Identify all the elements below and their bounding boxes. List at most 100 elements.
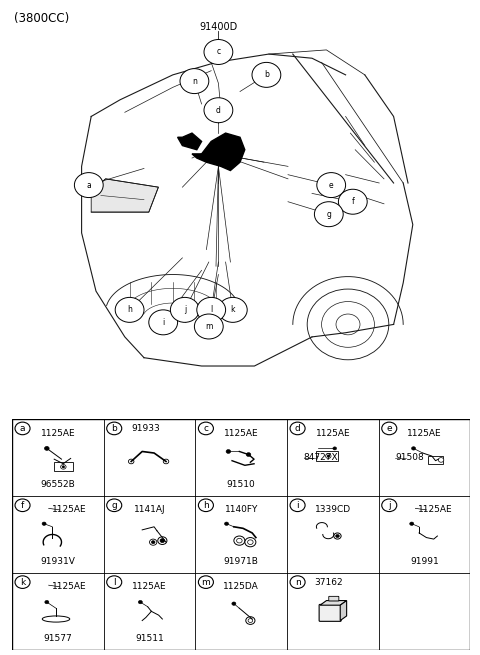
- Text: 1125AE: 1125AE: [51, 582, 86, 591]
- Circle shape: [15, 422, 30, 435]
- Text: 96552B: 96552B: [40, 480, 75, 489]
- Circle shape: [158, 537, 167, 544]
- Text: n: n: [295, 578, 300, 587]
- Circle shape: [151, 540, 155, 544]
- Circle shape: [234, 536, 245, 545]
- Circle shape: [248, 618, 252, 622]
- Text: h: h: [127, 305, 132, 314]
- Circle shape: [149, 310, 178, 335]
- Circle shape: [15, 576, 30, 588]
- Text: 91511: 91511: [135, 634, 164, 643]
- Circle shape: [129, 459, 134, 464]
- Text: i: i: [162, 318, 164, 327]
- Text: j: j: [184, 305, 186, 314]
- Circle shape: [160, 538, 165, 542]
- Circle shape: [204, 98, 233, 122]
- Text: k: k: [230, 305, 235, 314]
- Circle shape: [410, 522, 414, 525]
- Circle shape: [107, 499, 122, 512]
- Text: 91510: 91510: [227, 480, 255, 489]
- Text: m: m: [205, 322, 213, 331]
- Text: 84727X: 84727X: [303, 453, 338, 462]
- Text: c: c: [216, 48, 220, 56]
- Circle shape: [248, 540, 253, 544]
- Text: n: n: [192, 77, 197, 86]
- Text: l: l: [210, 305, 212, 314]
- Text: 1125AE: 1125AE: [132, 582, 167, 591]
- Circle shape: [232, 602, 236, 605]
- Text: d: d: [295, 424, 300, 433]
- Text: f: f: [21, 501, 24, 510]
- Text: f: f: [351, 197, 354, 206]
- Circle shape: [107, 576, 122, 588]
- Circle shape: [290, 499, 305, 512]
- Text: 1125AE: 1125AE: [315, 428, 350, 438]
- Circle shape: [338, 189, 367, 214]
- Circle shape: [45, 447, 49, 451]
- Circle shape: [334, 533, 341, 539]
- Circle shape: [237, 538, 242, 543]
- Circle shape: [74, 173, 103, 198]
- Text: a: a: [86, 181, 91, 189]
- Text: 91991: 91991: [410, 557, 439, 566]
- Text: j: j: [388, 501, 391, 510]
- Circle shape: [438, 458, 444, 462]
- Circle shape: [197, 297, 226, 322]
- Text: b: b: [264, 70, 269, 79]
- Text: e: e: [386, 424, 392, 433]
- Text: 91933: 91933: [131, 424, 160, 433]
- Circle shape: [336, 534, 339, 538]
- Text: d: d: [216, 105, 221, 115]
- Circle shape: [150, 539, 157, 545]
- Circle shape: [314, 202, 343, 227]
- Circle shape: [138, 601, 143, 604]
- Circle shape: [327, 455, 330, 457]
- Circle shape: [226, 449, 231, 453]
- Circle shape: [252, 62, 281, 87]
- Text: 1125AE: 1125AE: [418, 506, 453, 514]
- Circle shape: [180, 69, 209, 94]
- Circle shape: [45, 601, 49, 604]
- Text: 91400D: 91400D: [199, 22, 238, 32]
- Text: a: a: [20, 424, 25, 433]
- Text: 91931V: 91931V: [40, 557, 75, 566]
- Circle shape: [163, 459, 169, 464]
- Text: 1125AE: 1125AE: [40, 428, 75, 438]
- Circle shape: [42, 522, 46, 525]
- Circle shape: [246, 617, 255, 624]
- Polygon shape: [340, 601, 347, 620]
- Text: 91577: 91577: [44, 634, 72, 643]
- Text: 91508: 91508: [395, 453, 424, 462]
- Text: b: b: [111, 424, 117, 433]
- Bar: [428, 456, 443, 464]
- Bar: [54, 462, 72, 472]
- Circle shape: [204, 39, 233, 64]
- Text: g: g: [326, 210, 331, 219]
- Circle shape: [60, 464, 66, 469]
- Text: 1125DA: 1125DA: [223, 582, 259, 591]
- Circle shape: [15, 499, 30, 512]
- Polygon shape: [91, 179, 158, 212]
- Circle shape: [246, 453, 251, 457]
- Text: 91971B: 91971B: [224, 557, 259, 566]
- Circle shape: [107, 422, 122, 435]
- Text: 1125AE: 1125AE: [224, 428, 259, 438]
- FancyBboxPatch shape: [329, 596, 339, 601]
- Circle shape: [325, 454, 331, 458]
- Text: 1141AJ: 1141AJ: [134, 504, 165, 514]
- Circle shape: [218, 297, 247, 322]
- Text: c: c: [204, 424, 208, 433]
- Circle shape: [245, 538, 256, 547]
- Circle shape: [317, 173, 346, 198]
- Circle shape: [198, 422, 214, 435]
- Circle shape: [382, 499, 397, 512]
- Circle shape: [194, 314, 223, 339]
- Text: 1125AE: 1125AE: [51, 506, 86, 514]
- Text: m: m: [202, 578, 210, 587]
- Text: g: g: [111, 501, 117, 510]
- Text: 1339CD: 1339CD: [315, 506, 351, 514]
- Bar: [316, 451, 338, 462]
- Circle shape: [170, 297, 199, 322]
- Text: i: i: [296, 501, 299, 510]
- Text: e: e: [329, 181, 334, 189]
